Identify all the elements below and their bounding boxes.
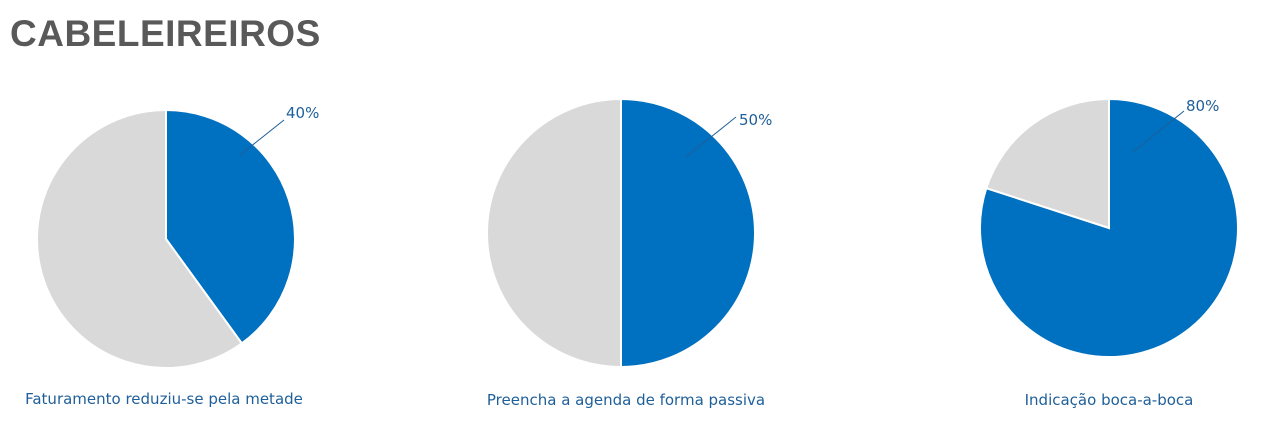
pie-2-caption: Preencha a agenda de forma passiva: [487, 391, 765, 409]
pie-1-slice-2: [36, 108, 244, 369]
page-title: CABELEIREIROS: [10, 13, 321, 54]
pie-3-slice-2: [985, 97, 1110, 230]
pie-2-slice-2: [486, 97, 622, 369]
pie-1-slices: [36, 108, 296, 369]
pie-2-percent-label: 50%: [739, 111, 772, 129]
pie-chart-1: 40% Faturamento reduziu-se pela metade: [25, 104, 319, 408]
pie-3-percent-label: 80%: [1186, 97, 1219, 115]
pie-2-slice-1: [620, 97, 756, 369]
pie-1-caption: Faturamento reduziu-se pela metade: [25, 390, 303, 408]
pie-3-leader-line: [1132, 110, 1185, 153]
pie-1-leader-line: [239, 119, 285, 156]
pie-2-slices: [486, 97, 756, 369]
pie-1-percent-label: 40%: [286, 104, 319, 122]
pie-chart-2: 50% Preencha a agenda de forma passiva: [486, 97, 772, 409]
pie-1-slice-1: [165, 108, 296, 345]
pie-3-slices: [979, 97, 1239, 358]
pie-2-leader-line: [685, 116, 737, 158]
pie-3-caption: Indicação boca-a-boca: [1025, 391, 1194, 409]
pie-chart-3: 80% Indicação boca-a-boca: [979, 97, 1239, 409]
